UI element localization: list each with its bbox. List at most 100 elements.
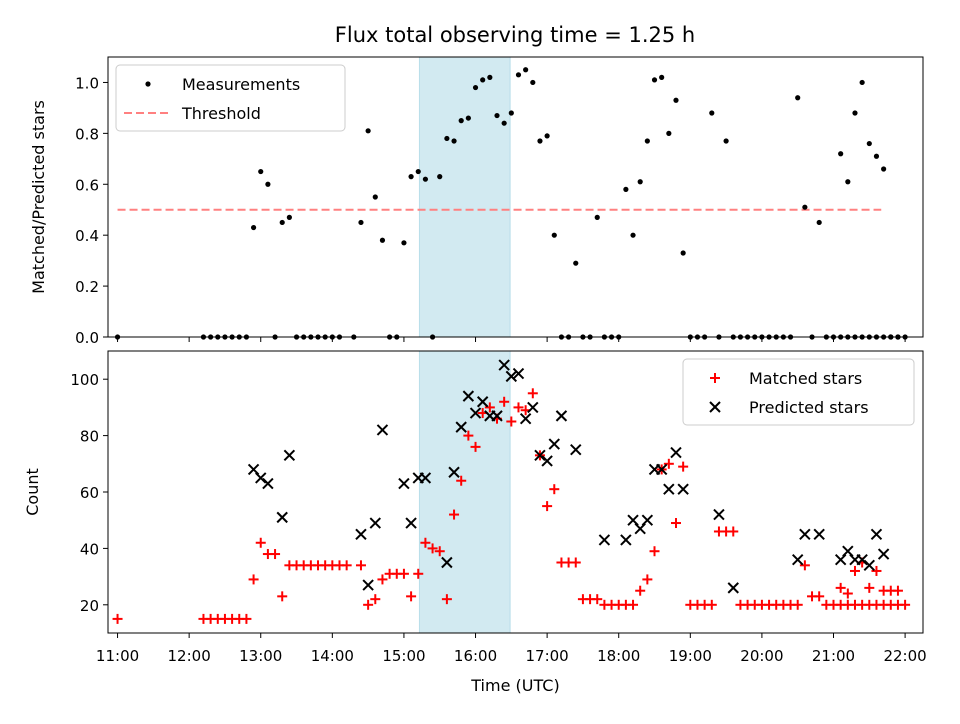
data-point [663,458,674,469]
x-tick-label: 13:00 [239,647,282,665]
data-point [863,559,876,572]
data-point-stroke [641,514,654,526]
data-point [838,151,844,157]
data-point [448,466,460,478]
y-tick-label: 60 [80,484,99,502]
data-point-stroke [620,534,632,546]
data-point [642,574,653,585]
y-tick-label: 40 [80,540,99,558]
data-point [527,401,539,414]
data-point [870,528,883,541]
data-point [816,219,822,226]
data-point-stroke [441,556,453,569]
data-point [112,613,123,624]
data-point [415,168,421,175]
data-point [537,138,543,144]
data-point [641,514,654,526]
data-point [873,153,880,159]
x-tick-label: 14:00 [311,647,354,665]
legend-label: Measurements [182,75,300,94]
data-point [644,138,650,144]
data-point-stroke [713,508,725,521]
data-point-stroke [598,534,611,546]
plot-frame [107,56,924,338]
legend-marker-stroke [709,401,721,413]
data-point [276,511,288,524]
data-point [814,591,825,602]
data-point-stroke [469,407,482,419]
data-point [881,166,887,172]
data-point-stroke [863,559,876,572]
legend-label: Threshold [181,104,261,123]
data-point-stroke [677,483,689,495]
highlight-span [418,350,511,634]
data-point [476,396,489,408]
data-point [523,67,529,73]
data-point-stroke [799,528,811,541]
data-point-stroke [570,443,582,456]
legend-marker [710,373,720,383]
data-point [248,574,259,585]
y-tick-label: 80 [80,428,99,446]
data-point [666,130,672,136]
data-point [842,588,853,599]
data-point-stroke [355,528,367,541]
y-tick-label: 0.4 [75,227,99,245]
data-point [673,97,679,103]
data-point [506,416,517,427]
legend-label: Predicted stars [749,398,869,417]
data-point-stroke [856,553,868,566]
data-point [799,528,811,541]
data-point [570,443,582,456]
data-point [277,591,288,602]
data-point [441,556,453,569]
data-point [849,565,860,576]
data-point-stroke [255,472,267,484]
data-point [542,501,553,512]
data-point [892,585,903,596]
chart-title: Flux total observing time = 1.25 h [335,23,695,47]
data-point-stroke [398,477,410,490]
x-tick-label: 12:00 [168,647,211,665]
data-point [369,517,381,529]
data-point [515,72,522,78]
data-point [799,560,810,571]
data-point [494,112,500,119]
data-point [505,370,518,383]
data-point [491,410,503,422]
data-point [355,560,366,571]
data-point [551,232,557,238]
data-point [534,449,546,462]
data-point [444,135,450,142]
legend-box [682,358,915,426]
data-point-stroke [462,390,475,402]
data-point-stroke [283,449,296,462]
data-point [649,546,660,557]
data-point-stroke [419,472,432,484]
data-point [376,424,389,436]
data-point [499,396,510,407]
data-point [709,110,715,116]
data-point-stroke [813,528,825,541]
data-point [427,543,438,554]
data-point [864,582,875,593]
data-point [286,214,292,220]
x-tick-label: 22:00 [883,647,926,665]
x-axis-label: Time (UTC) [470,676,559,695]
series-predicted-stars [247,359,890,594]
data-point [512,367,525,380]
data-point [555,410,568,422]
data-point [727,582,739,594]
data-point-stroke [448,466,460,478]
data-point [630,232,636,238]
data-point [358,219,364,226]
y-tick-label: 1.0 [75,74,99,92]
data-point [519,412,532,425]
x-tick-label: 21:00 [812,647,855,665]
data-point-stroke [247,463,260,476]
data-point [637,179,643,185]
data-point [723,138,729,144]
data-point [792,553,804,566]
